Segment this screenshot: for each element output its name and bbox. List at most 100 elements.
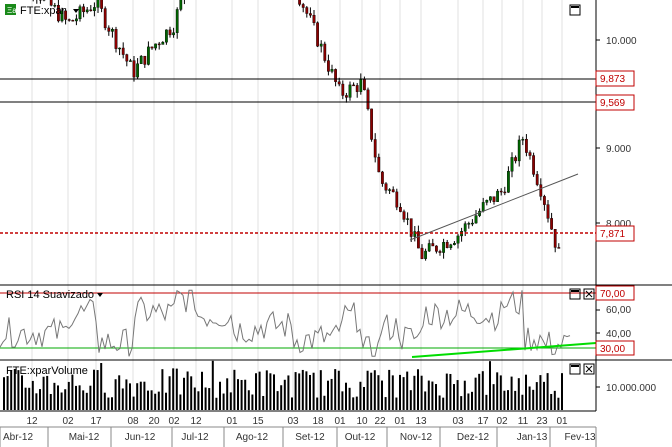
candle-body bbox=[168, 29, 172, 36]
volume-bar bbox=[535, 382, 538, 410]
volume-bar bbox=[172, 368, 175, 410]
candle-body bbox=[399, 206, 402, 212]
candle-body bbox=[179, 0, 183, 10]
volume-bar bbox=[291, 397, 293, 410]
volume-bar bbox=[143, 381, 146, 410]
volume-bar bbox=[42, 376, 45, 410]
volume-bar bbox=[395, 397, 398, 410]
volume-bar bbox=[154, 393, 157, 410]
candle-body bbox=[136, 63, 139, 78]
volume-bar bbox=[553, 390, 556, 410]
x-day-label: 01 bbox=[394, 416, 406, 427]
volume-bar bbox=[89, 385, 92, 410]
volume-bar bbox=[316, 397, 319, 410]
x-month-label: Ago-12 bbox=[236, 432, 269, 443]
candle-body bbox=[456, 235, 460, 244]
x-day-label: 08 bbox=[127, 416, 139, 427]
volume-bar bbox=[330, 378, 333, 410]
maximize-rsi-icon[interactable] bbox=[569, 288, 581, 300]
symbol-logo-icon bbox=[5, 4, 16, 15]
volume-bar bbox=[204, 387, 207, 410]
x-month-label: Set-12 bbox=[295, 432, 325, 443]
level-tag-9569[interactable] bbox=[595, 94, 635, 111]
volume-bar bbox=[319, 370, 322, 410]
rsi-tick-40-text: 40,00 bbox=[606, 329, 631, 340]
rsi-tag-30[interactable] bbox=[595, 340, 635, 356]
candle-body bbox=[341, 83, 345, 96]
candle-body bbox=[438, 251, 442, 253]
candle-body bbox=[496, 190, 499, 202]
candle-body bbox=[420, 247, 424, 259]
candle-body bbox=[352, 84, 355, 87]
x-month-label: Abr-12 bbox=[3, 432, 33, 443]
candle-body bbox=[492, 196, 496, 202]
close-volume-icon[interactable] bbox=[583, 363, 595, 375]
rsi-dropdown-icon[interactable] bbox=[97, 293, 103, 297]
volume-title[interactable]: FTE:xparVolume bbox=[6, 365, 88, 377]
rsi-tag-70[interactable] bbox=[595, 285, 635, 301]
level-tag-7871[interactable] bbox=[595, 225, 635, 242]
x-month-label: Jun-12 bbox=[125, 432, 156, 443]
volume-bar bbox=[496, 372, 499, 410]
volume-bar bbox=[514, 390, 517, 410]
x-day-label: 02 bbox=[496, 416, 508, 427]
candle-body bbox=[532, 155, 536, 175]
candle-body bbox=[553, 229, 557, 248]
volume-bar bbox=[309, 374, 311, 410]
candle-body bbox=[453, 242, 456, 245]
candle-body bbox=[535, 174, 539, 185]
volume-panel[interactable]: FTE:xparVolume bbox=[3, 360, 595, 410]
symbol-dropdown-icon[interactable] bbox=[73, 9, 79, 13]
rsi-panel[interactable]: RSI 14 Suavizado bbox=[0, 288, 597, 358]
volume-bar bbox=[449, 373, 452, 410]
x-day-label: 15 bbox=[252, 416, 264, 427]
volume-bar bbox=[442, 397, 445, 410]
candle-body bbox=[298, 0, 301, 5]
maximize-price-icon[interactable] bbox=[569, 4, 581, 16]
volume-bar bbox=[337, 370, 340, 410]
close-volume-icon-b bbox=[585, 365, 593, 373]
volume-bar bbox=[391, 375, 394, 410]
volume-bar bbox=[136, 383, 139, 410]
price-tick-10000: 10.000 bbox=[606, 36, 637, 47]
volume-bar bbox=[121, 388, 124, 410]
price-panel[interactable]: Ξa FTE:xpar bbox=[0, 0, 596, 261]
candle-body bbox=[139, 55, 143, 64]
candle-body bbox=[67, 19, 71, 21]
candle-body bbox=[359, 79, 363, 92]
candle-body bbox=[463, 223, 467, 232]
volume-bar bbox=[139, 381, 142, 410]
volume-bar bbox=[467, 393, 470, 410]
price-axis[interactable]: 10.000 9.000 8.000 9,873 9,569 7,871 bbox=[595, 36, 637, 242]
candle-body bbox=[373, 139, 377, 158]
symbol-label[interactable]: FTE:xpar bbox=[20, 5, 66, 17]
price-tick-9000: 9.000 bbox=[606, 144, 631, 155]
x-day-label: 01 bbox=[556, 416, 568, 427]
volume-bar bbox=[132, 396, 135, 410]
trendline[interactable] bbox=[409, 173, 579, 241]
rsi-trendline[interactable] bbox=[411, 342, 597, 358]
x-axis-days[interactable]: 12 02 17 08 20 02 12 01 15 03 18 01 10 22 01 13 03 17 02 11… bbox=[26, 416, 568, 427]
rsi-title[interactable]: RSI 14 Suavizado bbox=[6, 289, 94, 301]
candle-body bbox=[53, 5, 57, 7]
rsi-axis[interactable]: 70,00 60,00 40,00 30,00 bbox=[595, 285, 635, 356]
close-rsi-icon[interactable] bbox=[583, 288, 595, 300]
x-month-label: Fev-13 bbox=[564, 432, 596, 443]
volume-bar bbox=[489, 361, 491, 410]
volume-axis[interactable]: 10.000.000 bbox=[596, 383, 656, 394]
maximize-volume-icon[interactable] bbox=[569, 363, 581, 375]
x-axis-months[interactable]: Abr-12 Mai-12 Jun-12 Jul-12 Ago-12 Set-12 Out-… bbox=[0, 427, 597, 447]
volume-bar bbox=[287, 375, 290, 410]
volume-bar bbox=[57, 385, 59, 410]
level-tag-9873[interactable] bbox=[595, 70, 635, 87]
volume-bar bbox=[399, 374, 401, 410]
volume-bar bbox=[557, 397, 560, 410]
level-tag-7871-text: 7,871 bbox=[600, 229, 625, 240]
candle-body bbox=[143, 55, 147, 65]
volume-bar bbox=[100, 363, 103, 410]
candle-body bbox=[377, 156, 381, 173]
rsi-tag-30-text: 30,00 bbox=[600, 344, 625, 355]
x-day-label: 17 bbox=[477, 416, 489, 427]
volume-bar bbox=[103, 392, 106, 410]
